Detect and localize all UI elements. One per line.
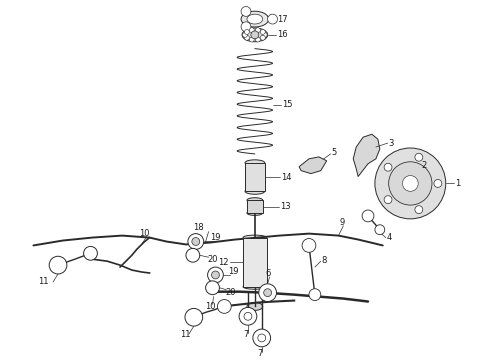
Text: 6: 6 [265,270,270,279]
Ellipse shape [247,302,263,310]
Circle shape [255,37,260,42]
Polygon shape [299,157,327,174]
Circle shape [309,289,321,301]
Text: 19: 19 [211,233,221,242]
Bar [245,163,265,191]
Text: 17: 17 [277,15,288,24]
Text: 13: 13 [280,202,291,211]
Bar [243,238,267,287]
Circle shape [415,206,423,213]
Text: 20: 20 [208,255,218,264]
Text: 2: 2 [421,161,426,170]
Ellipse shape [247,198,263,203]
Circle shape [434,180,442,187]
Circle shape [362,210,374,222]
Circle shape [244,312,252,320]
Text: 9: 9 [340,218,345,227]
Text: 20: 20 [225,288,236,297]
Text: 11: 11 [38,277,49,286]
Circle shape [208,267,223,283]
Circle shape [258,334,266,342]
Circle shape [186,248,200,262]
Circle shape [84,247,98,260]
Ellipse shape [397,150,407,158]
Text: 11: 11 [180,330,190,339]
Bar [247,200,263,213]
Circle shape [260,35,265,40]
Circle shape [384,163,392,171]
Circle shape [255,28,260,33]
Text: 7: 7 [257,349,263,358]
Circle shape [218,300,231,313]
Circle shape [249,28,254,33]
Ellipse shape [245,160,265,166]
Text: 10: 10 [205,302,216,311]
Polygon shape [353,134,380,176]
Text: 16: 16 [277,30,288,39]
Circle shape [241,22,251,32]
Ellipse shape [241,11,269,27]
Circle shape [260,30,265,35]
Circle shape [253,329,270,347]
Circle shape [188,234,204,249]
Circle shape [185,309,203,326]
Circle shape [245,35,249,40]
Text: 1: 1 [455,179,460,188]
Ellipse shape [242,28,268,42]
Circle shape [384,196,392,203]
Circle shape [251,31,259,39]
Text: 3: 3 [389,139,394,148]
Circle shape [375,148,446,219]
Text: 10: 10 [139,229,149,238]
Circle shape [262,32,267,37]
Text: 18: 18 [194,223,204,232]
Circle shape [264,289,271,297]
Circle shape [49,256,67,274]
Ellipse shape [245,188,265,194]
Text: 12: 12 [218,258,228,267]
Circle shape [192,238,200,246]
Circle shape [212,271,220,279]
Circle shape [402,176,418,191]
Circle shape [249,37,254,42]
Ellipse shape [397,209,407,217]
Circle shape [268,14,277,24]
Text: 14: 14 [281,172,292,181]
Text: 4: 4 [387,233,392,242]
Circle shape [302,239,316,252]
Ellipse shape [243,284,267,289]
Text: 19: 19 [228,266,239,275]
Ellipse shape [243,235,267,240]
Ellipse shape [247,211,263,215]
Circle shape [259,284,276,302]
Text: 7: 7 [244,330,248,339]
Circle shape [415,153,423,161]
Ellipse shape [247,14,263,24]
Text: 5: 5 [332,148,337,157]
Text: 15: 15 [282,100,293,109]
Circle shape [245,30,249,35]
Circle shape [206,281,220,294]
Circle shape [241,6,251,16]
Circle shape [375,225,385,235]
Circle shape [243,32,247,37]
Circle shape [389,162,432,205]
Text: 8: 8 [322,256,327,265]
Circle shape [239,307,257,325]
